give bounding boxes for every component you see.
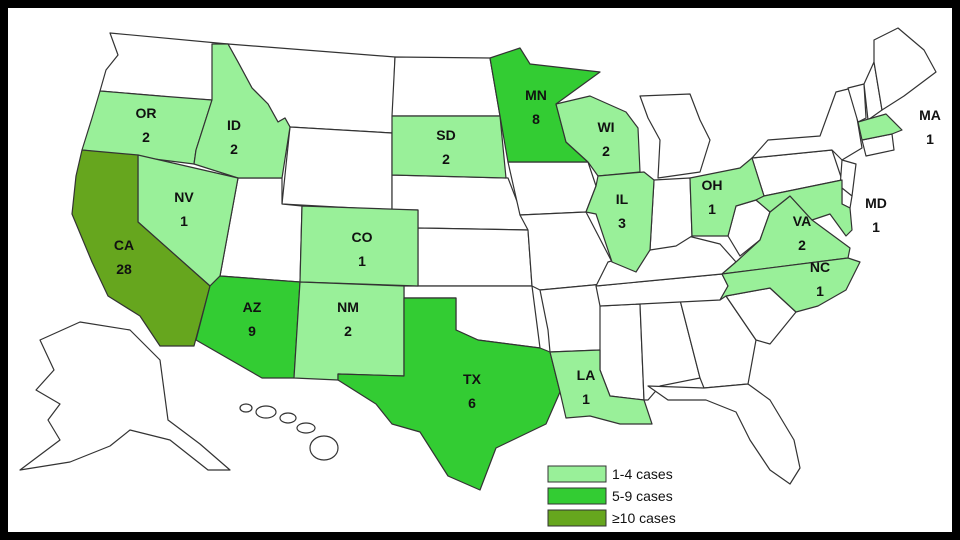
state-ak (19, 321, 231, 471)
state-cases-nv: 1 (180, 213, 188, 229)
state-ia (507, 161, 597, 216)
state-id (193, 43, 291, 179)
state-label-sd: SD (436, 127, 455, 143)
state-label-la: LA (577, 367, 596, 383)
legend: 1-4 cases 5-9 cases ≥10 cases (547, 465, 676, 527)
state-hi (239, 403, 339, 461)
state-cases-ca: 28 (116, 261, 132, 277)
state-label-oh: OH (702, 177, 723, 193)
shaded-states (71, 43, 903, 491)
legend-label-high: ≥10 cases (612, 510, 676, 526)
state-mi (639, 93, 711, 179)
state-me (873, 27, 937, 111)
state-label-nv: NV (174, 189, 194, 205)
state-label-id: ID (227, 117, 241, 133)
state-nc (719, 257, 861, 313)
state-ar (539, 283, 605, 353)
state-label-az: AZ (243, 299, 262, 315)
state-label-ma: MA (919, 107, 941, 123)
state-cases-va: 2 (798, 237, 806, 253)
state-cases-ma: 1 (926, 131, 934, 147)
state-cases-wi: 2 (602, 143, 610, 159)
state-cases-id: 2 (230, 141, 238, 157)
state-label-il: IL (616, 191, 629, 207)
state-sd (391, 115, 507, 179)
state-mo (519, 211, 613, 291)
state-label-ca: CA (114, 237, 134, 253)
state-fl (647, 383, 801, 485)
state-md (755, 179, 853, 237)
state-cases-la: 1 (582, 391, 590, 407)
state-vt (847, 83, 867, 123)
state-label-mn: MN (525, 87, 547, 103)
state-la (549, 349, 653, 425)
state-wy (281, 126, 393, 211)
state-wa (99, 32, 229, 101)
legend-swatch-high (547, 509, 607, 527)
state-label-tx: TX (463, 371, 482, 387)
legend-label-low: 1-4 cases (612, 466, 673, 482)
state-cases-md: 1 (872, 219, 880, 235)
state-label-wi: WI (597, 119, 614, 135)
state-label-md: MD (865, 195, 887, 211)
state-label-nm: NM (337, 299, 359, 315)
state-labels: OR 2 ID 2 NV 1 CA 28 AZ 9 CO 1 NM 2 SD 2 TX 6 MN 8 WI 2 IL 3 LA 1… (114, 87, 941, 411)
state-cases-oh: 1 (708, 201, 716, 217)
legend-swatch-mid (547, 487, 607, 505)
state-label-nc: NC (810, 259, 830, 275)
legend-swatch-low (547, 465, 607, 483)
state-cases-il: 3 (618, 215, 626, 231)
state-cases-tx: 6 (468, 395, 476, 411)
state-cases-mn: 8 (532, 111, 540, 127)
state-ny (751, 87, 863, 161)
legend-label-mid: 5-9 cases (612, 488, 673, 504)
state-nd (391, 56, 501, 117)
state-cases-or: 2 (142, 129, 150, 145)
state-cases-nm: 2 (344, 323, 352, 339)
state-label-co: CO (352, 229, 373, 245)
state-cases-sd: 2 (442, 151, 450, 167)
state-ma (857, 113, 903, 141)
state-ca (71, 149, 211, 347)
state-cases-nc: 1 (816, 283, 824, 299)
state-label-va: VA (793, 213, 811, 229)
state-co (299, 205, 419, 287)
state-label-or: OR (136, 105, 157, 121)
state-tx (337, 297, 561, 491)
state-cases-az: 9 (248, 323, 256, 339)
state-in (649, 177, 693, 251)
state-ks (417, 227, 533, 287)
state-cases-co: 1 (358, 253, 366, 269)
state-il (585, 171, 655, 273)
